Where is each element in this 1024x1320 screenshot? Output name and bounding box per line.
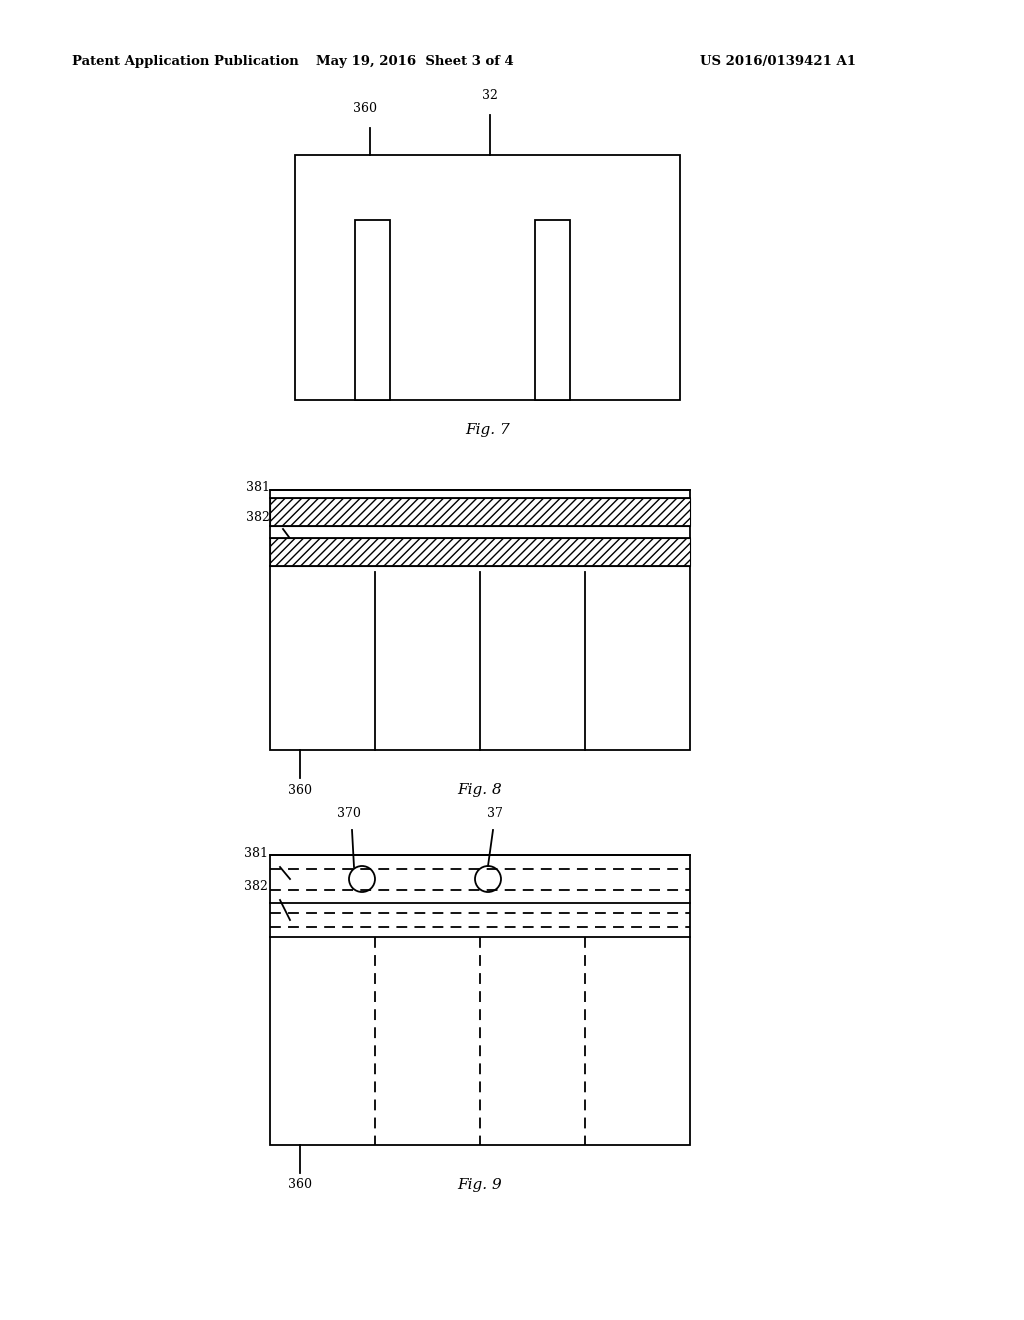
Text: 382: 382 [244,880,268,894]
Text: Patent Application Publication: Patent Application Publication [72,55,299,69]
Bar [535,220,570,400]
Text: Fig. 9: Fig. 9 [458,1177,503,1192]
Bar [270,498,690,525]
Text: US 2016/0139421 A1: US 2016/0139421 A1 [700,55,856,69]
Bar [270,855,690,1144]
Text: 32: 32 [482,88,498,102]
Text: 381: 381 [244,847,268,861]
Text: 370: 370 [337,807,360,820]
Bar [295,154,680,400]
Bar [355,220,390,400]
Text: 360: 360 [353,102,377,115]
Text: 360: 360 [288,784,312,796]
Text: 381: 381 [246,480,270,494]
Text: 360: 360 [288,1179,312,1192]
Text: May 19, 2016  Sheet 3 of 4: May 19, 2016 Sheet 3 of 4 [316,55,514,69]
Bar [270,490,690,750]
Bar [270,539,690,566]
Text: 37: 37 [487,807,503,820]
Text: Fig. 8: Fig. 8 [458,783,503,797]
Text: Fig. 7: Fig. 7 [465,422,510,437]
Text: 382: 382 [246,511,270,524]
